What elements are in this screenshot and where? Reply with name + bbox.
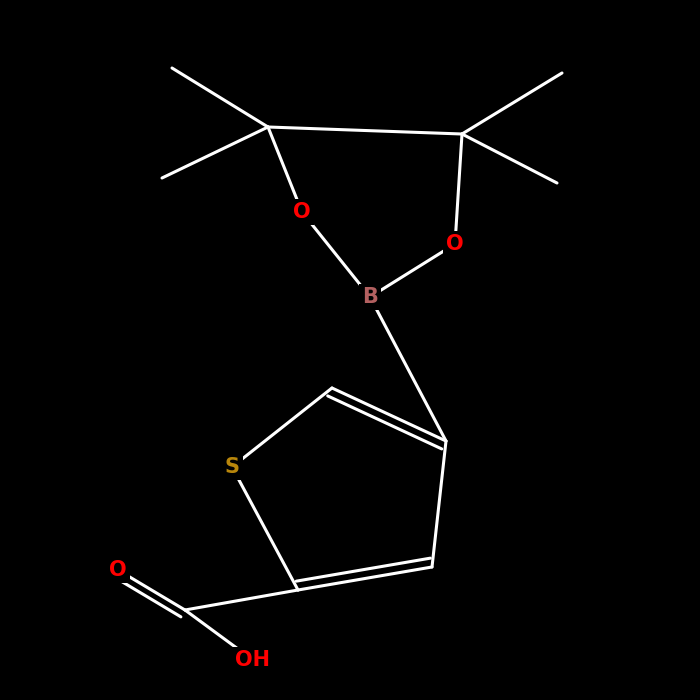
Text: S: S	[225, 457, 239, 477]
Text: OH: OH	[235, 650, 270, 670]
Text: O: O	[293, 202, 311, 222]
Text: O: O	[109, 560, 127, 580]
Text: B: B	[362, 287, 378, 307]
Text: O: O	[446, 234, 464, 254]
